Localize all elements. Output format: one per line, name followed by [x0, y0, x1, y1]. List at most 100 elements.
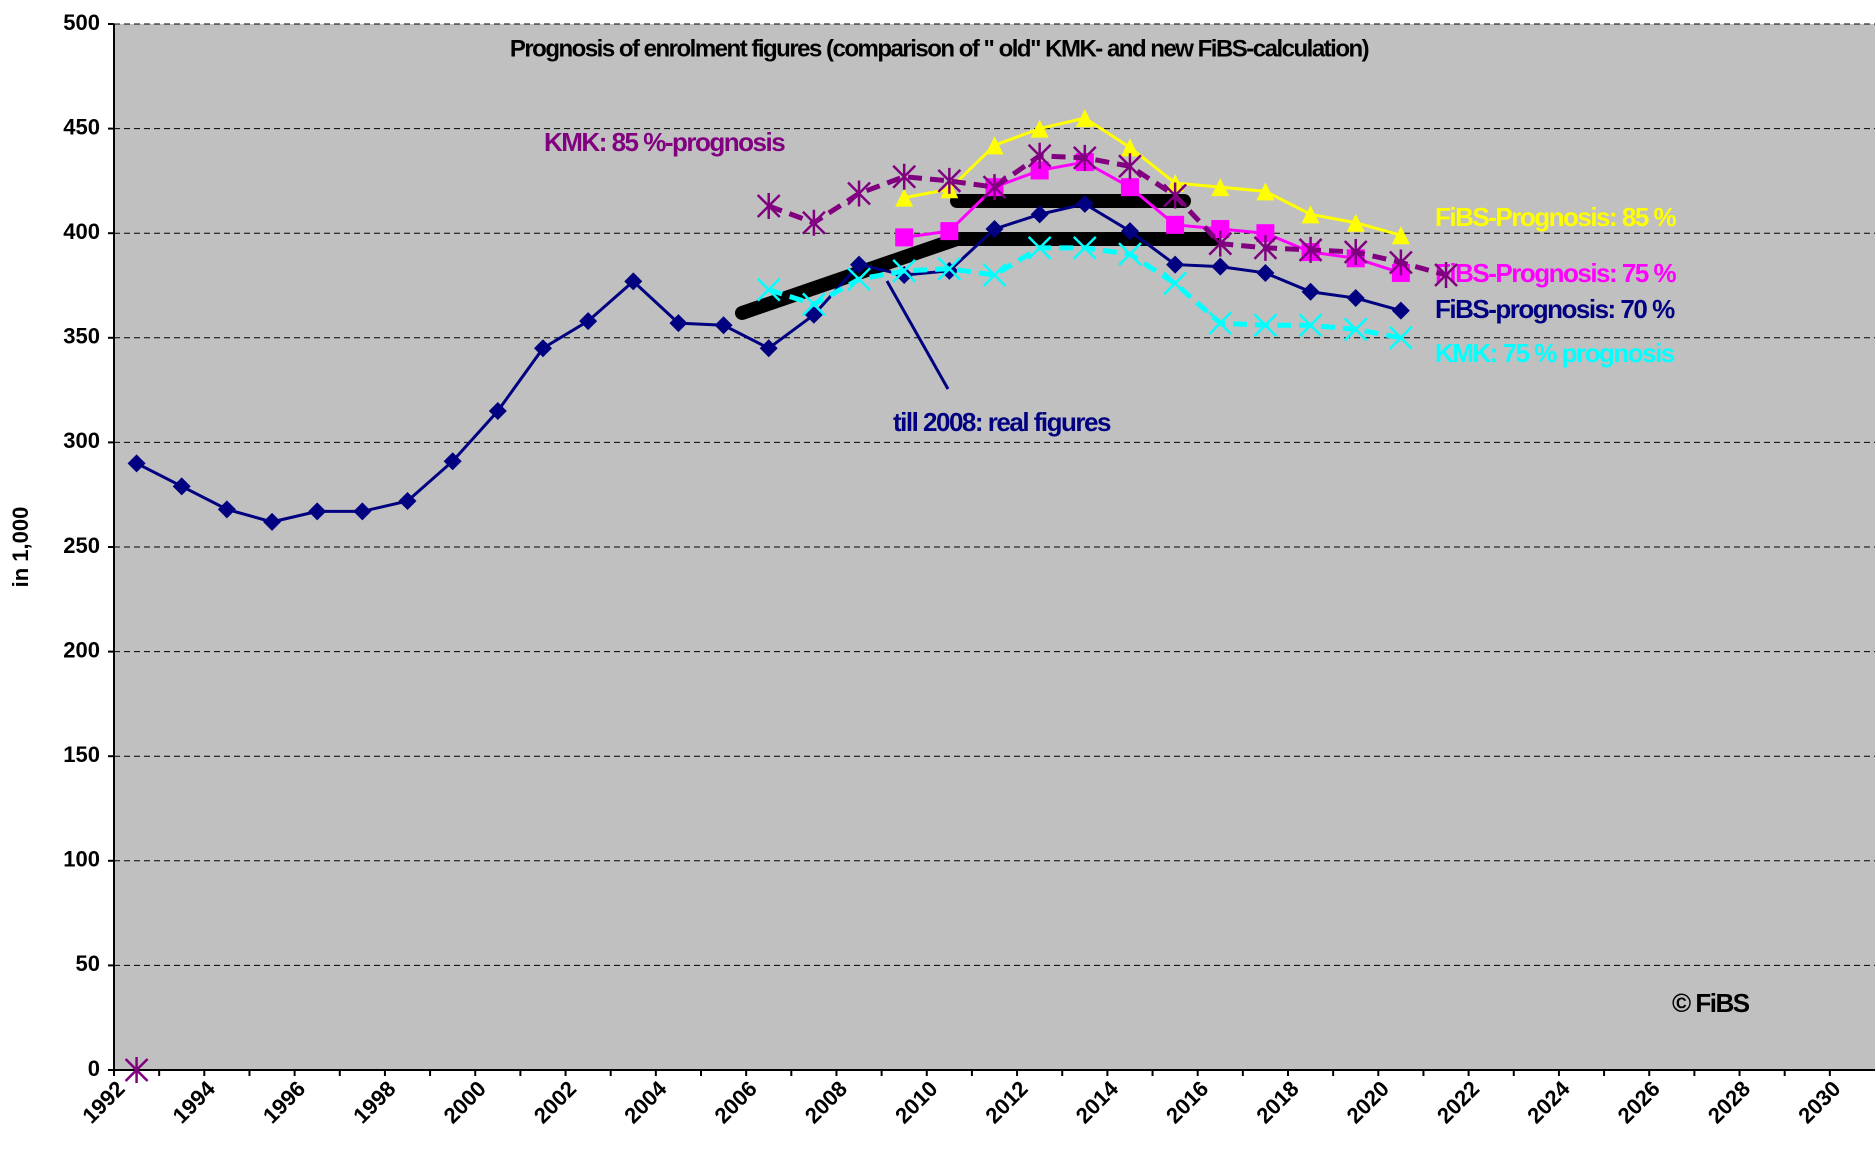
marker — [398, 491, 417, 510]
marker — [940, 222, 959, 241]
marker — [624, 272, 643, 291]
x-tick-label: 2024 — [1522, 1075, 1575, 1128]
marker — [1346, 289, 1365, 308]
marker — [1030, 119, 1049, 138]
marker — [1120, 138, 1139, 157]
marker — [802, 209, 826, 236]
marker — [850, 255, 869, 274]
marker — [756, 277, 781, 302]
series-label: FiBS-Prognosis: 85 % — [1435, 202, 1677, 232]
marker — [1301, 282, 1320, 301]
marker — [985, 136, 1004, 155]
x-tick-label: 2018 — [1251, 1076, 1303, 1128]
marker — [1256, 224, 1275, 243]
marker — [353, 502, 372, 521]
y-tick-label: 200 — [63, 637, 100, 662]
marker — [1120, 222, 1139, 241]
marker — [488, 402, 507, 421]
x-tick-label: 2012 — [980, 1076, 1032, 1128]
marker — [1298, 236, 1323, 263]
marker — [1346, 213, 1365, 232]
marker — [940, 261, 959, 280]
x-tick-label: 2030 — [1793, 1076, 1845, 1128]
series — [124, 142, 1458, 1083]
marker — [1030, 161, 1049, 180]
marker — [982, 263, 1007, 287]
x-tick-label: 2020 — [1342, 1076, 1394, 1128]
marker — [1211, 257, 1230, 276]
marker — [1256, 263, 1275, 282]
marker — [1163, 182, 1188, 209]
series — [127, 194, 1410, 531]
marker — [1120, 178, 1139, 197]
marker — [263, 512, 282, 531]
series-label: KMK: 75 % prognosis — [1435, 338, 1675, 368]
marker — [1301, 205, 1320, 224]
marker — [669, 314, 688, 333]
x-tick-label: 2008 — [800, 1076, 852, 1128]
marker — [443, 452, 462, 471]
x-tick-label: 2002 — [529, 1076, 581, 1128]
marker — [1027, 142, 1052, 169]
x-tick-label: 2022 — [1432, 1076, 1484, 1128]
marker — [308, 502, 327, 521]
marker — [847, 180, 871, 207]
series — [756, 235, 1413, 350]
x-tick-label: 2026 — [1613, 1076, 1665, 1128]
marker — [533, 339, 552, 358]
marker — [1075, 194, 1094, 213]
x-tick-label: 2014 — [1071, 1075, 1124, 1128]
series-label: KMK: 85 %-prognosis — [544, 127, 785, 157]
marker — [1343, 317, 1368, 342]
y-tick-label: 450 — [63, 114, 100, 139]
marker — [1118, 153, 1142, 180]
annotation: till 2008: real figures — [893, 407, 1111, 437]
marker — [1208, 230, 1233, 257]
x-tick-label: 2010 — [890, 1076, 942, 1128]
x-tick-label: 2006 — [710, 1076, 762, 1128]
marker — [1208, 311, 1233, 336]
series-label: FiBS-prognosis: 70 % — [1435, 294, 1675, 324]
marker — [756, 193, 781, 220]
y-axis-label: in 1,000 — [8, 507, 33, 588]
marker — [1075, 109, 1094, 128]
y-tick-label: 100 — [63, 847, 100, 872]
marker — [1391, 301, 1410, 320]
x-tick-label: 2000 — [439, 1076, 491, 1128]
marker — [1434, 262, 1458, 289]
chart-title: Prognosis of enrolment figures (comparis… — [510, 35, 1369, 62]
marker — [1211, 220, 1230, 239]
series-label: FiBS-Prognosis: 75 % — [1435, 258, 1677, 288]
marker — [1253, 234, 1278, 261]
marker — [124, 1057, 149, 1083]
annotation: © FiBS — [1672, 988, 1750, 1018]
y-tick-label: 0 — [88, 1056, 100, 1081]
marker — [895, 228, 914, 247]
marker — [172, 477, 191, 496]
x-tick-label: 1994 — [168, 1075, 221, 1128]
x-tick-label: 1992 — [77, 1076, 129, 1128]
annotation-pointer — [885, 280, 950, 390]
marker — [847, 267, 871, 292]
x-tick-label: 1996 — [258, 1076, 310, 1128]
marker — [892, 258, 917, 283]
marker — [1388, 325, 1413, 350]
marker — [895, 188, 914, 207]
y-tick-label: 250 — [63, 533, 100, 558]
marker — [937, 256, 962, 281]
marker — [1166, 215, 1185, 234]
x-tick-label: 1998 — [348, 1076, 400, 1128]
marker — [1391, 226, 1410, 245]
marker — [1211, 178, 1230, 197]
marker — [127, 454, 146, 473]
marker — [1256, 182, 1275, 201]
marker — [985, 220, 1004, 239]
x-tick-label: 2004 — [619, 1075, 672, 1128]
marker — [759, 339, 778, 358]
marker — [892, 163, 917, 190]
marker — [1343, 239, 1368, 266]
marker — [1163, 271, 1188, 296]
marker — [937, 167, 962, 194]
y-tick-label: 300 — [63, 428, 100, 453]
